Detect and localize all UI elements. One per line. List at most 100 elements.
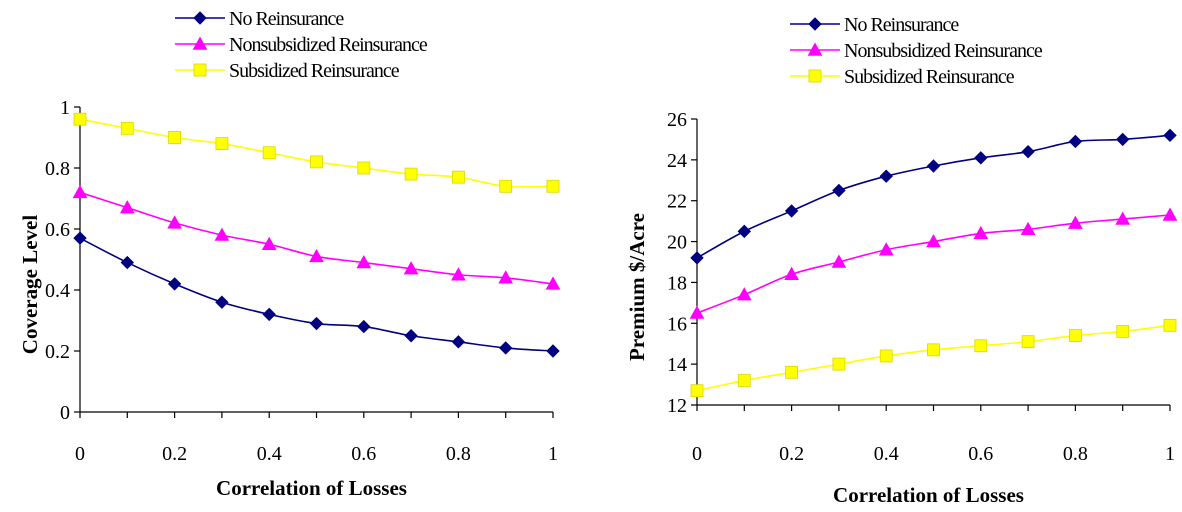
series-line [696,214,1171,314]
series-line [79,191,554,285]
y-tick-label: 0.2 [45,341,70,363]
x-tick-label: 0 [692,443,702,465]
data-point [690,251,704,265]
data-point [878,242,894,256]
y-tick-label: 20 [667,232,687,254]
data-point [974,151,988,165]
x-axis-label: Correlation of Losses [833,483,1024,507]
data-point [926,159,941,173]
series-line [79,118,554,188]
legend: No Reinsurance Nonsubsidized Reinsurance S… [790,14,1044,88]
legend: No Reinsurance Nonsubsidized Reinsurance S… [175,8,429,82]
x-tick-label: 1 [548,443,558,465]
data-point [451,267,466,281]
y-axis-label: Premium $/Acre [625,213,649,361]
data-point [404,329,418,343]
data-point [1068,134,1083,149]
legend-label: Nonsubsidized Reinsurance [844,40,1043,62]
data-point [1068,215,1083,229]
data-point [1021,144,1035,159]
data-point [261,236,277,250]
y-tick-label: 0.4 [45,280,70,302]
data-point [120,255,135,270]
data-point [310,155,323,169]
y-tick-label: 12 [667,395,687,417]
data-point [215,295,229,309]
data-point [1115,211,1131,225]
x-tick-label: 0.8 [446,443,471,465]
data-point [784,204,799,218]
x-tick-label: 0.2 [779,443,804,465]
x-tick-label: 0 [75,443,85,465]
data-point [499,179,513,193]
legend-marker [192,36,208,50]
data-point [403,261,419,275]
series-1 [73,231,560,358]
y-tick-label: 22 [667,191,687,213]
x-tick-label: 0.4 [874,443,899,465]
chart-2: 12 14 16 18 20 22 24 26 0 0.2 0.4 0.6 0.8 1 Correlatio… [625,14,1178,507]
data-point [309,248,324,263]
data-point [927,343,940,357]
data-point [498,341,513,355]
legend-label: No Reinsurance [844,14,959,36]
series-line [696,324,1171,392]
data-point [357,161,371,175]
data-point [1163,318,1177,332]
data-point [1020,221,1036,236]
series-2 [689,207,1178,319]
y-tick-label: 18 [667,272,687,294]
x-tick-label: 1 [1165,443,1175,465]
data-point [356,255,372,269]
data-point [546,179,560,193]
y-tick-label: 14 [667,354,687,376]
data-point [1069,329,1082,342]
data-point [168,131,182,144]
y-tick-label: 0.6 [45,219,70,241]
legend-marker [808,17,822,31]
legend-label: Nonsubsidized Reinsurance [229,34,428,56]
legend-label: Subsidized Reinsurance [844,66,1015,88]
y-tick-label: 16 [667,313,687,335]
data-point [1163,128,1177,143]
y-tick-label: 0 [60,402,70,424]
data-point [926,234,941,248]
x-tick-label: 0.6 [968,443,993,465]
data-point [690,384,704,398]
legend-marker [808,69,822,83]
data-point [73,231,87,245]
data-point [167,277,182,291]
data-point [973,225,989,240]
chart-1: 0 0.2 0.4 0.6 0.8 1 0 0.2 0.4 0.6 0.8 1 Correlation … [18,8,561,500]
legend-marker [193,63,207,77]
y-tick-label: 24 [667,150,687,172]
x-tick-label: 0.6 [351,443,376,465]
data-point [1116,325,1130,338]
data-point [545,276,561,290]
y-axis-label: Coverage Level [18,215,42,355]
data-point [262,307,276,322]
data-point [1162,207,1178,221]
y-tick-label: 26 [667,109,687,131]
data-point [736,287,752,301]
legend-marker [807,42,823,56]
data-point [1021,335,1035,349]
data-point [309,316,324,331]
data-point [73,112,87,126]
y-tick-label: 0.8 [45,158,70,180]
data-point [120,121,134,135]
series-3 [73,112,560,193]
data-point [974,339,988,353]
data-point [785,365,798,379]
data-point [262,146,276,160]
data-point [72,184,88,199]
data-point [451,170,465,184]
data-point [1115,132,1130,147]
data-point [404,167,418,181]
data-point [357,319,371,334]
data-point [832,183,846,198]
data-point [451,335,466,349]
x-axis-label: Correlation of Losses [216,476,407,500]
legend-marker [193,11,207,25]
